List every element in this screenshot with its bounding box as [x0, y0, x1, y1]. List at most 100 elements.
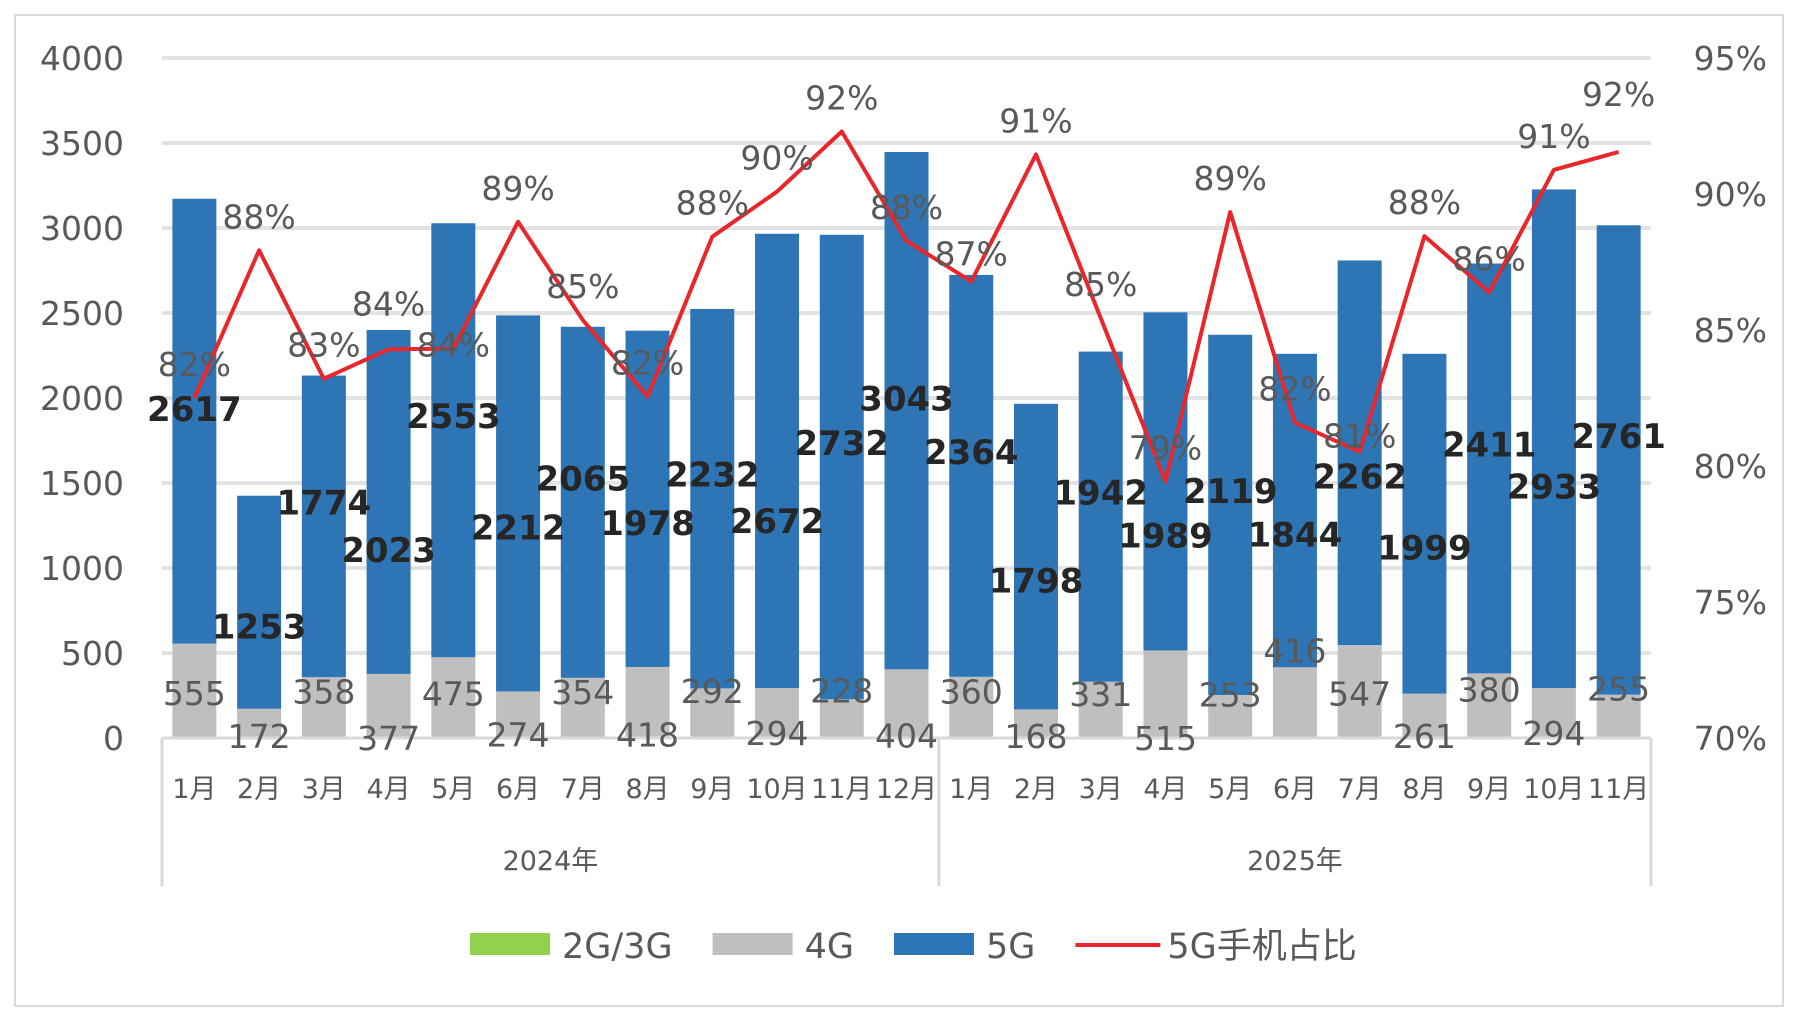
y-left-tick-label: 1000: [40, 549, 124, 588]
bar-4g: [301, 677, 346, 738]
y-right-tick-label: 95%: [1694, 39, 1767, 78]
data-label-share: 81%: [1323, 417, 1396, 456]
data-label-4g: 360: [940, 672, 1003, 711]
data-label-share: 88%: [1388, 183, 1461, 222]
legend-label: 4G: [805, 927, 854, 967]
data-label-5g: 2065: [535, 459, 630, 499]
bar-4g: [755, 688, 800, 738]
data-label-share: 85%: [1064, 265, 1137, 304]
bar-4g: [560, 677, 605, 738]
bar-4g: [625, 666, 670, 738]
x-tick-label: 9月: [1467, 774, 1511, 805]
data-label-4g: 274: [487, 716, 550, 755]
bar-5g: [625, 330, 670, 667]
x-tick-label: 3月: [302, 774, 346, 805]
x-tick-label: 11月: [1588, 774, 1649, 805]
y-right-tick-label: 70%: [1694, 719, 1767, 758]
data-label-4g: 475: [422, 675, 485, 714]
x-tick-label: 4月: [366, 774, 410, 805]
data-label-share: 85%: [546, 267, 619, 306]
data-label-5g: 2023: [341, 531, 436, 571]
data-label-4g: 294: [1522, 714, 1585, 753]
data-label-4g: 515: [1134, 719, 1197, 758]
x-tick-label: 8月: [1402, 774, 1446, 805]
data-label-4g: 172: [228, 717, 291, 756]
x-tick-label: 10月: [1523, 774, 1584, 805]
data-label-4g: 261: [1393, 717, 1456, 756]
data-label-5g: 2553: [406, 397, 501, 437]
x-tick-label: 9月: [690, 774, 734, 805]
data-label-5g: 2232: [665, 456, 760, 496]
x-tick-label: 2月: [237, 774, 281, 805]
legend-label: 5G手机占比: [1167, 927, 1356, 967]
data-label-5g: 2933: [1507, 468, 1602, 508]
y-left-tick-label: 0: [103, 719, 124, 758]
bar-5g: [1596, 225, 1641, 695]
x-tick-label: 12月: [876, 774, 937, 805]
data-label-5g: 1999: [1377, 529, 1472, 569]
x-tick-label: 7月: [561, 774, 605, 805]
data-label-5g: 1989: [1118, 516, 1213, 556]
data-label-4g: 168: [1004, 717, 1067, 756]
bar-4g: [431, 657, 476, 738]
data-label-share: 91%: [999, 101, 1072, 140]
x-tick-label: 8月: [625, 774, 669, 805]
data-label-share: 92%: [1582, 75, 1655, 114]
bar-5g: [1467, 263, 1512, 674]
y-left-tick-label: 500: [61, 634, 124, 673]
x-tick-label: 6月: [496, 774, 540, 805]
x-tick-label: 4月: [1143, 774, 1187, 805]
y-left-tick-label: 2500: [40, 294, 124, 333]
data-label-5g: 1978: [600, 504, 695, 544]
bar-4g: [1208, 694, 1253, 738]
data-label-5g: 2672: [730, 502, 825, 542]
data-label-share: 84%: [417, 326, 490, 365]
bar-4g: [1337, 645, 1382, 738]
bar-5g: [1208, 334, 1253, 695]
x-tick-label: 11月: [811, 774, 872, 805]
data-label-4g: 377: [357, 719, 420, 758]
data-label-5g: 2262: [1312, 458, 1407, 498]
y-left-tick-label: 2000: [40, 379, 124, 418]
data-label-4g: 294: [746, 714, 809, 753]
x-tick-label: 2月: [1014, 774, 1058, 805]
chart-frame: [14, 14, 1784, 1007]
data-label-4g: 255: [1587, 669, 1650, 708]
bar-5g: [690, 308, 735, 689]
bar-5g: [1272, 353, 1317, 668]
bar-4g: [366, 673, 411, 738]
data-label-4g: 404: [875, 717, 938, 756]
data-label-share: 82%: [611, 344, 684, 383]
data-label-share: 84%: [352, 284, 425, 323]
bar-5g: [1531, 189, 1576, 689]
data-label-share: 88%: [676, 184, 749, 223]
data-label-5g: 2119: [1183, 472, 1278, 512]
y-right-tick-label: 80%: [1694, 447, 1767, 486]
bar-4g: [819, 699, 864, 738]
bar-5g: [949, 274, 994, 677]
y-left-tick-label: 3500: [40, 124, 124, 163]
data-label-5g: 2732: [794, 424, 889, 464]
x-tick-label: 5月: [431, 774, 475, 805]
bar-4g: [949, 676, 994, 738]
bar-5g: [560, 326, 605, 678]
data-label-share: 82%: [1258, 370, 1331, 409]
legend-label: 5G: [986, 927, 1035, 967]
bar-4g: [690, 688, 735, 738]
data-label-4g: 331: [1069, 675, 1132, 714]
data-label-share: 82%: [158, 345, 231, 384]
bar-5g: [366, 330, 411, 674]
y-left-tick-label: 3000: [40, 209, 124, 248]
bar-5g: [301, 375, 346, 678]
y-right-tick-label: 90%: [1694, 175, 1767, 214]
bar-4g: [1531, 688, 1576, 738]
data-label-5g: 1253: [212, 607, 307, 647]
bar-4g: [1467, 673, 1512, 738]
data-label-5g: 2761: [1571, 417, 1666, 457]
data-label-share: 92%: [805, 79, 878, 118]
x-tick-label: 5月: [1208, 774, 1252, 805]
y-right-tick-label: 85%: [1694, 311, 1767, 350]
x-tick-label: 1月: [172, 774, 216, 805]
